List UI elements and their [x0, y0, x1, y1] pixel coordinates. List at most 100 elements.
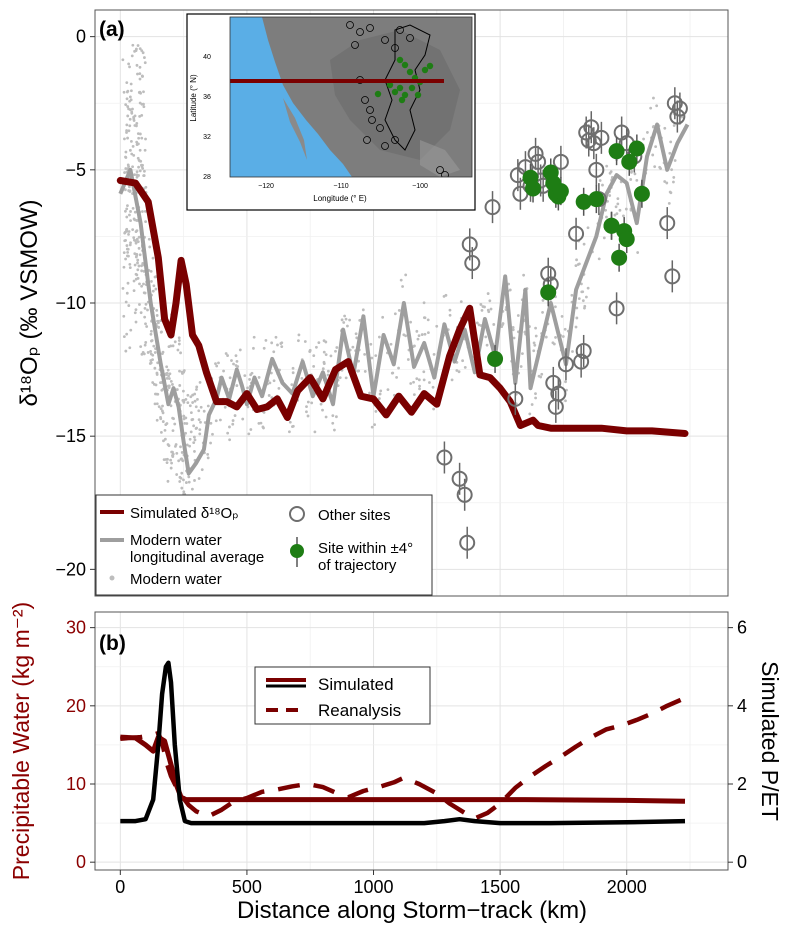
modern-water-point: [150, 339, 153, 343]
y-tick-label-a: −5: [65, 160, 86, 180]
modern-water-point: [150, 280, 153, 283]
modern-water-point: [143, 148, 147, 152]
modern-water-point: [586, 286, 590, 290]
modern-water-point: [272, 379, 276, 383]
modern-water-point: [484, 335, 488, 339]
site-within-marker: [618, 231, 635, 248]
modern-water-point: [291, 366, 295, 370]
legend-b-reanalysis-label: Reanalysis: [318, 701, 401, 720]
modern-water-point: [140, 269, 144, 273]
modern-water-point: [123, 231, 127, 235]
modern-water-point: [127, 254, 130, 258]
modern-water-point: [154, 287, 158, 291]
modern-water-point: [390, 371, 394, 375]
modern-water-point: [326, 369, 330, 373]
y-tick-label-a: −10: [55, 293, 86, 313]
modern-water-point: [137, 264, 141, 268]
modern-water-point: [346, 324, 349, 328]
other-site-marker: [583, 119, 600, 136]
modern-water-point: [133, 311, 137, 315]
modern-water-point: [154, 383, 158, 387]
modern-water-point: [418, 384, 421, 388]
panel-a-lines: [116, 122, 690, 476]
inset-other-site-marker: [366, 106, 374, 114]
modern-water-point: [195, 426, 199, 430]
other-site-marker: [659, 215, 676, 232]
modern-water-point: [168, 372, 172, 376]
modern-water-point: [129, 89, 133, 93]
modern-water-point: [124, 257, 127, 261]
modern-water-point: [135, 63, 139, 67]
modern-water-point: [133, 173, 137, 177]
modern-water-point: [128, 263, 132, 266]
modern-water-point: [135, 122, 139, 125]
modern-water-point: [149, 361, 153, 365]
modern-water-point: [125, 207, 129, 211]
panel-a: (a) 0 −5 −10 −15 −20 δ¹⁸Oₚ (‰ VSMOW) 40 36 3…: [16, 9, 729, 597]
modern-water-point: [179, 351, 182, 355]
modern-water-point: [143, 343, 147, 347]
panel-b-lines: [120, 660, 686, 826]
modern-water-point: [269, 371, 273, 375]
modern-water-point: [528, 412, 532, 416]
modern-water-point: [544, 335, 548, 339]
inset-ytick-32: 32: [203, 134, 211, 141]
modern-water-point: [161, 404, 164, 408]
modern-water-point: [635, 178, 639, 182]
modern-water-point: [140, 136, 144, 140]
modern-water-point: [199, 405, 203, 409]
modern-water-point: [122, 265, 126, 269]
modern-water-point: [432, 352, 436, 356]
modern-water-point: [247, 432, 251, 436]
modern-water-point: [257, 376, 261, 379]
modern-water-point: [189, 411, 193, 415]
modern-water-point: [151, 256, 155, 260]
modern-water-point: [152, 344, 156, 348]
panel-b-right-ticks: 0 2 4 6: [728, 618, 747, 872]
modern-water-point: [370, 425, 374, 429]
modern-water-point: [155, 314, 159, 317]
modern-water-point: [126, 89, 130, 93]
modern-water-point: [132, 154, 136, 157]
modern-water-point: [598, 179, 602, 182]
other-site-marker: [593, 129, 610, 146]
modern-water-point: [197, 418, 201, 422]
modern-water-point: [193, 392, 197, 396]
modern-water-point: [324, 415, 328, 419]
modern-water-point: [321, 408, 324, 412]
modern-water-point: [652, 96, 655, 100]
modern-water-point: [176, 348, 180, 352]
right-tick-label-b: 0: [737, 852, 747, 872]
modern-water-point: [335, 346, 339, 349]
modern-water-point: [280, 341, 284, 345]
modern-water-point: [153, 402, 157, 406]
modern-water-point: [581, 290, 585, 294]
modern-water-point: [144, 341, 148, 344]
modern-water-point: [319, 402, 323, 406]
modern-water-point: [181, 459, 185, 463]
modern-water-point: [129, 328, 133, 332]
modern-water-point: [135, 219, 139, 222]
modern-water-point: [177, 342, 181, 346]
panel-a-site-points: [436, 87, 688, 559]
modern-water-point: [137, 235, 141, 239]
other-site-marker: [464, 255, 481, 272]
modern-water-point: [131, 43, 135, 47]
modern-water-point: [137, 246, 141, 250]
modern-water-point: [159, 407, 163, 411]
modern-water-point: [235, 384, 239, 387]
modern-water-point: [173, 340, 177, 344]
modern-water-point: [178, 480, 182, 483]
other-site-marker: [461, 236, 478, 253]
modern-water-point: [165, 365, 169, 369]
modern-water-point: [154, 392, 157, 396]
modern-water-point: [416, 337, 420, 341]
modern-water-point: [397, 366, 400, 370]
modern-water-point: [130, 54, 134, 58]
modern-water-point: [159, 430, 163, 434]
modern-water-point: [182, 389, 185, 393]
modern-water-point: [198, 432, 202, 436]
site-within-marker: [552, 183, 569, 200]
modern-water-point: [406, 358, 410, 361]
modern-water-point: [135, 237, 139, 241]
